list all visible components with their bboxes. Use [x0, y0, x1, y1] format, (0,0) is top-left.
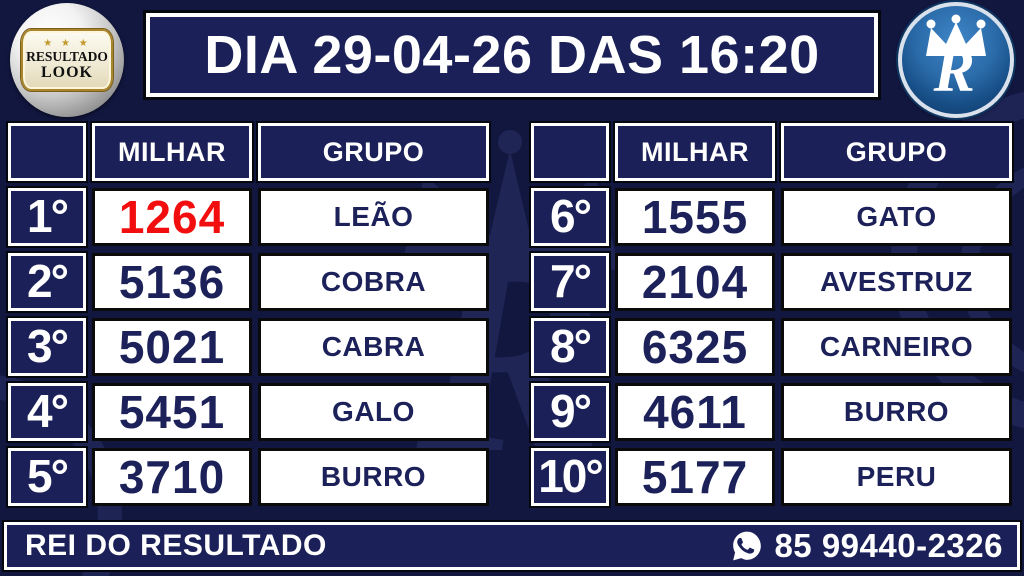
milhar-cell: 5451	[92, 383, 252, 441]
grupo-cell: CABRA	[258, 318, 489, 376]
crown-icon	[926, 14, 986, 56]
footer-bar: REI DO RESULTADO 85 99440-2326	[4, 522, 1020, 570]
corner-header-cell	[8, 123, 86, 181]
phone-contact: 85 99440-2326	[730, 527, 1003, 565]
whatsapp-icon	[733, 531, 762, 561]
milhar-cell: 5177	[615, 448, 775, 506]
milhar-cell: 5021	[92, 318, 252, 376]
grupo-cell: PERU	[781, 448, 1012, 506]
grupo-cell: GALO	[258, 383, 489, 441]
results-table-6-10: MILHAR GRUPO 6° 1555 GATO 7° 2104 AVESTR…	[531, 123, 1012, 506]
position-cell: 9°	[531, 383, 609, 441]
milhar-cell: 2104	[615, 253, 775, 311]
position-cell: 8°	[531, 318, 609, 376]
logo-left-line2: LOOK	[40, 64, 93, 81]
milhar-header: MILHAR	[615, 123, 775, 181]
grupo-cell: COBRA	[258, 253, 489, 311]
position-cell: 6°	[531, 188, 609, 246]
milhar-cell: 3710	[92, 448, 252, 506]
results-table-1-5: MILHAR GRUPO 1° 1264 LEÃO 2° 5136 COBRA …	[8, 123, 489, 506]
stars-icon: ★ ★ ★	[43, 38, 91, 49]
grupo-cell: AVESTRUZ	[781, 253, 1012, 311]
logo-left-line1: RESULTADO	[26, 49, 108, 64]
position-cell: 5°	[8, 448, 86, 506]
grupo-cell: GATO	[781, 188, 1012, 246]
rei-script-text: Rei	[944, 40, 968, 60]
grupo-cell: BURRO	[781, 383, 1012, 441]
rei-letter-r: R	[933, 37, 976, 105]
grupo-header: GRUPO	[781, 123, 1012, 181]
resultado-look-logo: ★ ★ ★ RESULTADO LOOK	[10, 3, 124, 117]
position-cell: 7°	[531, 253, 609, 311]
draw-title-text: DIA 29-04-26 DAS 16:20	[204, 25, 820, 85]
milhar-cell: 1264	[92, 188, 252, 246]
milhar-cell: 5136	[92, 253, 252, 311]
milhar-cell: 1555	[615, 188, 775, 246]
milhar-cell: 6325	[615, 318, 775, 376]
position-cell: 1°	[8, 188, 86, 246]
resultado-look-badge: ★ ★ ★ RESULTADO LOOK	[21, 29, 113, 91]
position-cell: 3°	[8, 318, 86, 376]
rei-logo: Rei R	[898, 2, 1014, 118]
phone-number: 85 99440-2326	[774, 527, 1003, 564]
brand-text: REI DO RESULTADO	[25, 529, 327, 562]
grupo-cell: BURRO	[258, 448, 489, 506]
grupo-header: GRUPO	[258, 123, 489, 181]
corner-header-cell	[531, 123, 609, 181]
top-bar: ★ ★ ★ RESULTADO LOOK DIA 29-04-26 DAS 16…	[0, 0, 1024, 120]
position-cell: 10°	[531, 448, 609, 506]
position-cell: 4°	[8, 383, 86, 441]
milhar-cell: 4611	[615, 383, 775, 441]
grupo-cell: CARNEIRO	[781, 318, 1012, 376]
milhar-header: MILHAR	[92, 123, 252, 181]
draw-title-box: DIA 29-04-26 DAS 16:20	[146, 13, 878, 97]
grupo-cell: LEÃO	[258, 188, 489, 246]
position-cell: 2°	[8, 253, 86, 311]
